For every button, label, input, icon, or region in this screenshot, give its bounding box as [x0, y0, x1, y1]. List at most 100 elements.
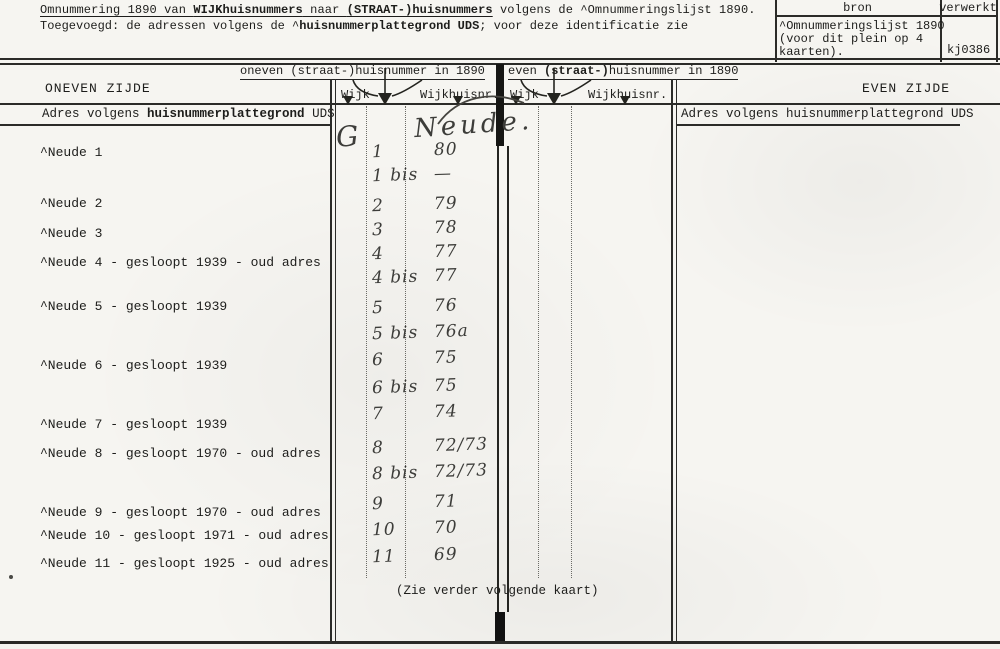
source-box-header-rule [775, 15, 998, 17]
source-text-line3: kaarten). [779, 45, 844, 59]
house-number: 4 bis [371, 266, 419, 289]
source-text-line1: ^Omnummeringslijst 1890 [779, 19, 945, 33]
handwritten-row: 5 76 [358, 293, 519, 319]
house-number: 6 [371, 349, 385, 371]
house-number: 1 [371, 141, 385, 163]
oneven-side-title: ONEVEN ZIJDE [45, 81, 151, 96]
oneven-wijk-column-line [366, 106, 368, 578]
handwritten-row: 11 69 [358, 542, 519, 568]
house-number: 8 bis [371, 462, 419, 485]
title-part: naar [302, 3, 347, 17]
wijk-number: 76 [433, 295, 458, 317]
house-number: 5 [371, 297, 385, 319]
house-number: 11 [371, 546, 397, 568]
processed-code: kj0386 [947, 43, 991, 57]
address-entry: ^Neude 7 - gesloopt 1939 [40, 417, 228, 432]
even-wijk-column-line [538, 106, 540, 578]
subheader-part: UDS [304, 107, 335, 121]
source-column-header: bron [843, 1, 872, 15]
even-label-part: even [508, 64, 545, 78]
subheader-part-bold: huisnummerplattegrond [147, 107, 305, 121]
handwritten-row: 9 71 [358, 489, 519, 515]
handwritten-row: 3 78 [358, 215, 519, 241]
even-side-title: EVEN ZIJDE [862, 81, 951, 96]
handwritten-row: 10 70 [358, 515, 519, 541]
handwritten-row: 4 77 [358, 239, 519, 265]
house-number: 9 [371, 493, 385, 515]
source-box-left-border [775, 0, 777, 62]
handwritten-row: 5 bis 76a [358, 319, 519, 345]
address-entry: ^Neude 11 - gesloopt 1925 - oud adres [40, 556, 329, 571]
address-entry: ^Neude 5 - gesloopt 1939 [40, 299, 228, 314]
house-number: 3 [371, 219, 385, 241]
left-separator-2 [334, 79, 336, 641]
house-number: 4 [371, 243, 385, 265]
wijkhuisnr-header-oneven: Wijkhuisnr. [420, 88, 500, 102]
source-text-line2: (voor dit plein op 4 [779, 32, 924, 46]
house-number: 7 [371, 403, 385, 425]
card-title: Omnummering 1890 van WIJKhuisnummers naa… [40, 3, 756, 17]
handwritten-row: 2 79 [358, 191, 519, 217]
wijk-number: 75 [433, 375, 458, 397]
subtitle-part: Toegevoegd: de adressen volgens de ^ [40, 19, 300, 33]
house-number: 2 [371, 195, 385, 217]
house-number: 10 [371, 519, 397, 541]
oneven-subheader-rule [0, 124, 330, 126]
handwritten-row: 7 74 [358, 399, 519, 425]
even-subheader-rule [677, 124, 960, 126]
wijk-number: 77 [433, 265, 458, 287]
wijk-number: 71 [433, 491, 458, 513]
address-entry: ^Neude 1 [40, 145, 103, 160]
even-subheader: Adres volgens huisnummerplattegrond UDS [681, 107, 974, 121]
title-part-bold: (STRAAT-)huisnummers [346, 3, 493, 17]
left-separator-1 [330, 79, 332, 641]
oneven-number-column-line [405, 106, 407, 578]
even-label-part: huisnummer in 1890 [608, 64, 739, 78]
top-double-rule-2 [0, 63, 1000, 65]
continuation-note: (Zie verder volgende kaart) [396, 584, 599, 598]
wijk-number: 74 [433, 401, 458, 423]
title-part: volgens de ^Omnummeringslijst 1890. [492, 3, 756, 17]
wijk-number: 70 [433, 517, 458, 539]
even-label-part-bold: (straat-) [544, 64, 609, 78]
subheader-part: Adres volgens [42, 107, 148, 121]
center-spine-bottom [495, 612, 505, 641]
address-entry: ^Neude 6 - gesloopt 1939 [40, 358, 228, 373]
house-number: 6 bis [371, 376, 419, 399]
wijkhuisnr-header-even: Wijkhuisnr. [588, 88, 668, 102]
oneven-column-label: oneven (straat-)huisnummer in 1890 [240, 64, 485, 80]
card-subtitle: Toegevoegd: de adressen volgens de ^huis… [40, 19, 688, 33]
even-column-label: even (straat-)huisnummer in 1890 [508, 64, 739, 80]
right-separator-1 [671, 79, 673, 641]
address-entry: ^Neude 4 - gesloopt 1939 - oud adres [40, 255, 321, 270]
right-separator-2 [675, 79, 677, 641]
address-entry: ^Neude 8 - gesloopt 1970 - oud adres [40, 446, 321, 461]
subtitle-part: ; voor deze identificatie zie [479, 19, 689, 33]
handwritten-row: 8 bis 72/73 [358, 459, 519, 485]
house-number: 8 [371, 437, 385, 459]
house-number: 1 bis [371, 164, 419, 187]
wijk-number: 80 [433, 139, 458, 161]
handwritten-row: 4 bis 77 [358, 263, 519, 289]
wijk-number: 78 [433, 217, 458, 239]
oneven-subheader: Adres volgens huisnummerplattegrond UDS [42, 107, 335, 121]
address-entry: ^Neude 2 [40, 196, 103, 211]
wijk-header-even: Wijk [510, 88, 539, 102]
title-part: Omnummering 1890 van [40, 3, 194, 17]
center-spine-middle [497, 146, 509, 612]
handwritten-row: 6 75 [358, 345, 519, 371]
subtitle-part-bold: huisnummerplattegrond UDS [299, 19, 480, 33]
handwritten-row: 1 bis — [358, 161, 519, 187]
bottom-rule [0, 641, 1000, 644]
wijk-number: 77 [433, 241, 458, 263]
even-number-column-line [571, 106, 573, 578]
address-entry: ^Neude 3 [40, 226, 103, 241]
wijk-number: 72/73 [433, 460, 489, 483]
title-underlined: Omnummering 1890 van WIJKhuisnummers naa… [40, 3, 493, 17]
wijk-number: — [433, 163, 453, 185]
handwritten-wijk-letter: G [334, 119, 360, 154]
stray-ink-dot [9, 575, 13, 579]
house-number: 5 bis [371, 322, 419, 345]
handwritten-row: 6 bis 75 [358, 373, 519, 399]
